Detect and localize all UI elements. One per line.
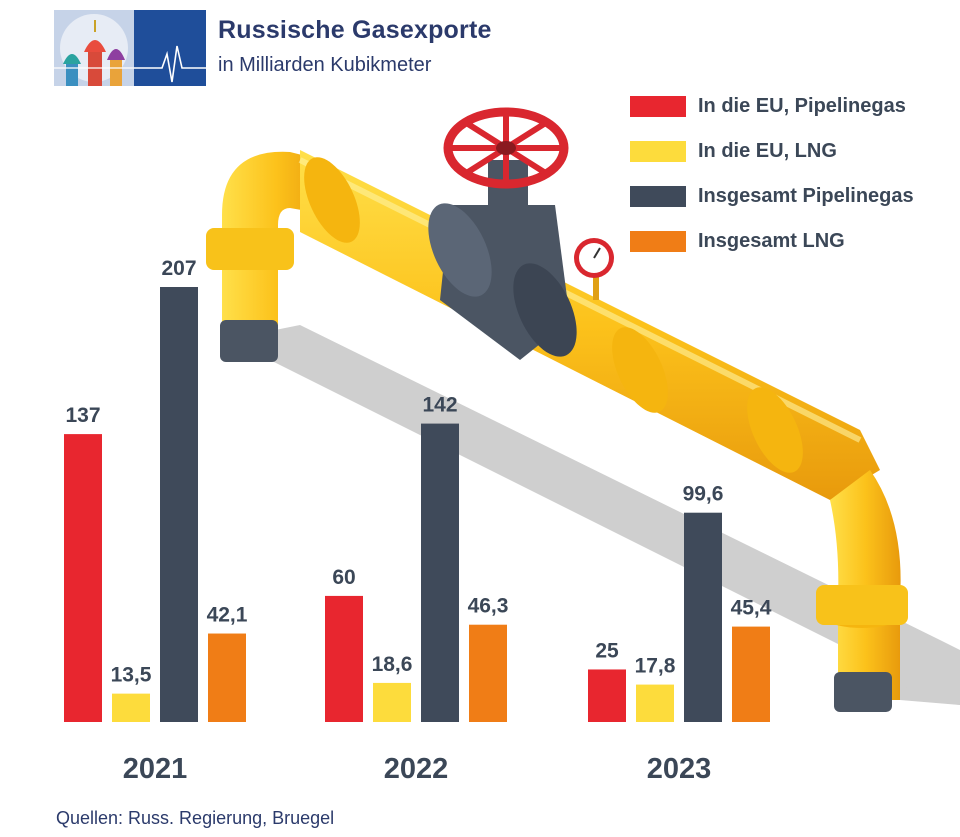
value-label-total-pipeline-2023: 99,6 — [683, 483, 724, 506]
bar-eu-lng-2023 — [636, 684, 674, 722]
category-label-2021: 2021 — [123, 753, 188, 785]
bar-eu-pipeline-2022 — [325, 595, 363, 722]
bar-eu-lng-2021 — [112, 693, 150, 722]
value-label-total-lng-2023: 45,4 — [731, 597, 772, 620]
legend-swatch — [630, 186, 686, 207]
legend-swatch — [630, 141, 686, 162]
value-label-eu-lng-2023: 17,8 — [635, 655, 676, 678]
category-label-2023: 2023 — [647, 753, 712, 785]
bar-total-lng-2022 — [469, 624, 507, 722]
bar-group — [64, 287, 770, 722]
bar-eu-pipeline-2021 — [64, 434, 102, 722]
legend-swatch — [630, 96, 686, 117]
value-label-total-lng-2021: 42,1 — [207, 604, 248, 627]
value-label-total-pipeline-2022: 142 — [422, 394, 457, 417]
bar-total-pipeline-2023 — [684, 512, 722, 722]
legend-label: Insgesamt LNG — [698, 230, 845, 252]
bar-eu-pipeline-2023 — [588, 669, 626, 722]
value-label-eu-pipeline-2022: 60 — [332, 566, 355, 589]
legend-item-eu-lng: In die EU, LNG — [630, 129, 914, 174]
value-label-group: 137 13,5 207 42,1 60 18,6 142 46,3 25 17,8 99,6 45,… — [65, 257, 771, 687]
value-label-eu-lng-2021: 13,5 — [111, 664, 152, 687]
bar-total-pipeline-2022 — [421, 423, 459, 722]
legend-item-eu-pipeline: In die EU, Pipelinegas — [630, 84, 914, 129]
legend-item-total-pipeline: Insgesamt Pipelinegas — [630, 174, 914, 219]
bar-eu-lng-2022 — [373, 682, 411, 722]
legend-label: Insgesamt Pipelinegas — [698, 185, 914, 207]
bar-total-pipeline-2021 — [160, 287, 198, 722]
bar-total-lng-2021 — [208, 633, 246, 722]
bar-total-lng-2023 — [732, 626, 770, 722]
chart-subtitle: in Milliarden Kubikmeter — [218, 54, 432, 76]
category-label-2022: 2022 — [384, 753, 449, 785]
value-label-total-pipeline-2021: 207 — [161, 257, 196, 280]
chart-title: Russische Gasexporte — [218, 16, 492, 44]
value-label-eu-pipeline-2021: 137 — [65, 404, 100, 427]
legend-item-total-lng: Insgesamt LNG — [630, 219, 914, 264]
pipeline-illustration — [206, 107, 960, 712]
source-note: Quellen: Russ. Regierung, Bruegel — [56, 808, 335, 828]
legend-swatch — [630, 231, 686, 252]
legend-label: In die EU, LNG — [698, 140, 837, 162]
kremlin-domes-logo — [54, 10, 206, 86]
legend-label: In die EU, Pipelinegas — [698, 95, 906, 117]
category-label-group: 2021 2022 2023 — [123, 753, 712, 785]
legend: In die EU, Pipelinegas In die EU, LNG In… — [630, 84, 914, 264]
value-label-eu-lng-2022: 18,6 — [372, 653, 413, 676]
value-label-eu-pipeline-2023: 25 — [595, 639, 619, 662]
value-label-total-lng-2022: 46,3 — [468, 595, 509, 618]
